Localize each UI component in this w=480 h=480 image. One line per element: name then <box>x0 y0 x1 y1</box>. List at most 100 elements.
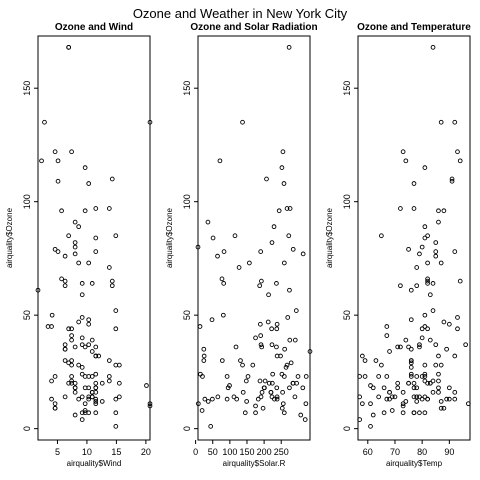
data-point <box>52 374 58 379</box>
data-point <box>72 244 78 250</box>
data-point <box>266 292 271 298</box>
data-point <box>452 353 458 359</box>
data-point <box>395 380 401 386</box>
data-point <box>427 292 433 298</box>
panel-title: Ozone and Solar Radiation <box>190 22 317 33</box>
data-point <box>72 240 78 245</box>
data-point <box>368 401 373 407</box>
data-point <box>233 344 239 350</box>
data-point <box>255 396 261 402</box>
data-point <box>422 394 428 400</box>
data-point <box>49 312 55 318</box>
data-point <box>274 394 280 400</box>
data-point <box>93 353 99 359</box>
data-point <box>280 389 285 395</box>
data-point <box>403 399 409 404</box>
data-point <box>408 317 414 323</box>
data-point <box>449 178 455 184</box>
data-point <box>253 410 258 416</box>
data-point <box>287 206 293 211</box>
data-point <box>269 380 275 386</box>
data-point <box>379 233 384 239</box>
data-point <box>72 251 78 257</box>
data-point <box>271 224 277 230</box>
data-point <box>62 342 68 348</box>
data-point <box>422 324 428 329</box>
data-point <box>303 401 309 407</box>
data-point <box>66 360 72 366</box>
data-point <box>400 149 406 155</box>
data-point <box>307 349 313 354</box>
data-point <box>419 326 425 332</box>
data-point <box>200 374 205 379</box>
data-point <box>82 401 88 407</box>
data-point <box>292 394 298 400</box>
data-point <box>76 260 82 266</box>
x-tick-label: 60 <box>363 447 373 457</box>
data-point <box>270 371 276 377</box>
data-point <box>82 344 88 350</box>
data-point <box>69 149 74 155</box>
data-point <box>357 374 362 379</box>
data-point <box>42 119 47 125</box>
data-point <box>400 401 406 407</box>
data-point <box>79 281 85 286</box>
data-point <box>86 385 92 391</box>
data-point <box>452 389 458 395</box>
y-tick-label: 0 <box>22 426 32 431</box>
data-point <box>436 371 441 377</box>
data-point <box>446 385 452 391</box>
data-point <box>411 206 417 211</box>
data-point <box>238 358 243 363</box>
data-point <box>286 44 292 50</box>
data-point <box>414 374 420 379</box>
data-point <box>433 249 439 254</box>
data-point <box>45 324 51 329</box>
data-point <box>384 333 390 338</box>
x-tick-label: 0 <box>193 447 198 457</box>
data-point <box>66 326 72 332</box>
data-point <box>425 276 430 282</box>
data-point <box>66 233 72 239</box>
data-point <box>274 326 280 332</box>
data-point <box>287 385 292 391</box>
data-point <box>113 424 119 429</box>
y-axis-label: airquality$Ozone <box>165 207 174 268</box>
data-point <box>425 380 430 386</box>
data-point <box>79 315 85 320</box>
data-point <box>422 371 428 377</box>
data-point <box>425 278 430 284</box>
data-point <box>403 337 409 343</box>
data-point <box>370 412 376 418</box>
data-point <box>201 346 207 352</box>
data-point <box>217 158 223 164</box>
y-axis-label: airquality$Ozone <box>325 207 334 268</box>
data-point <box>210 396 215 402</box>
data-point <box>433 362 439 368</box>
data-point <box>463 342 469 348</box>
data-point <box>49 396 54 402</box>
data-point <box>69 326 74 332</box>
data-point <box>93 410 99 416</box>
data-point <box>253 403 258 409</box>
plot-frame <box>197 35 311 441</box>
data-point <box>266 380 272 386</box>
data-point <box>379 362 384 368</box>
data-point <box>427 380 433 386</box>
data-point <box>268 389 274 395</box>
data-point <box>283 365 289 370</box>
data-point <box>147 119 153 125</box>
data-point <box>269 342 275 348</box>
data-point <box>419 335 425 341</box>
data-point <box>438 362 444 368</box>
data-point <box>279 405 285 411</box>
data-point <box>86 321 92 327</box>
data-point <box>430 44 436 50</box>
data-point <box>398 344 403 350</box>
y-tick-label: 50 <box>342 310 352 320</box>
data-point <box>284 362 290 368</box>
data-point <box>89 389 95 395</box>
data-point <box>441 208 447 214</box>
data-point <box>147 403 153 409</box>
